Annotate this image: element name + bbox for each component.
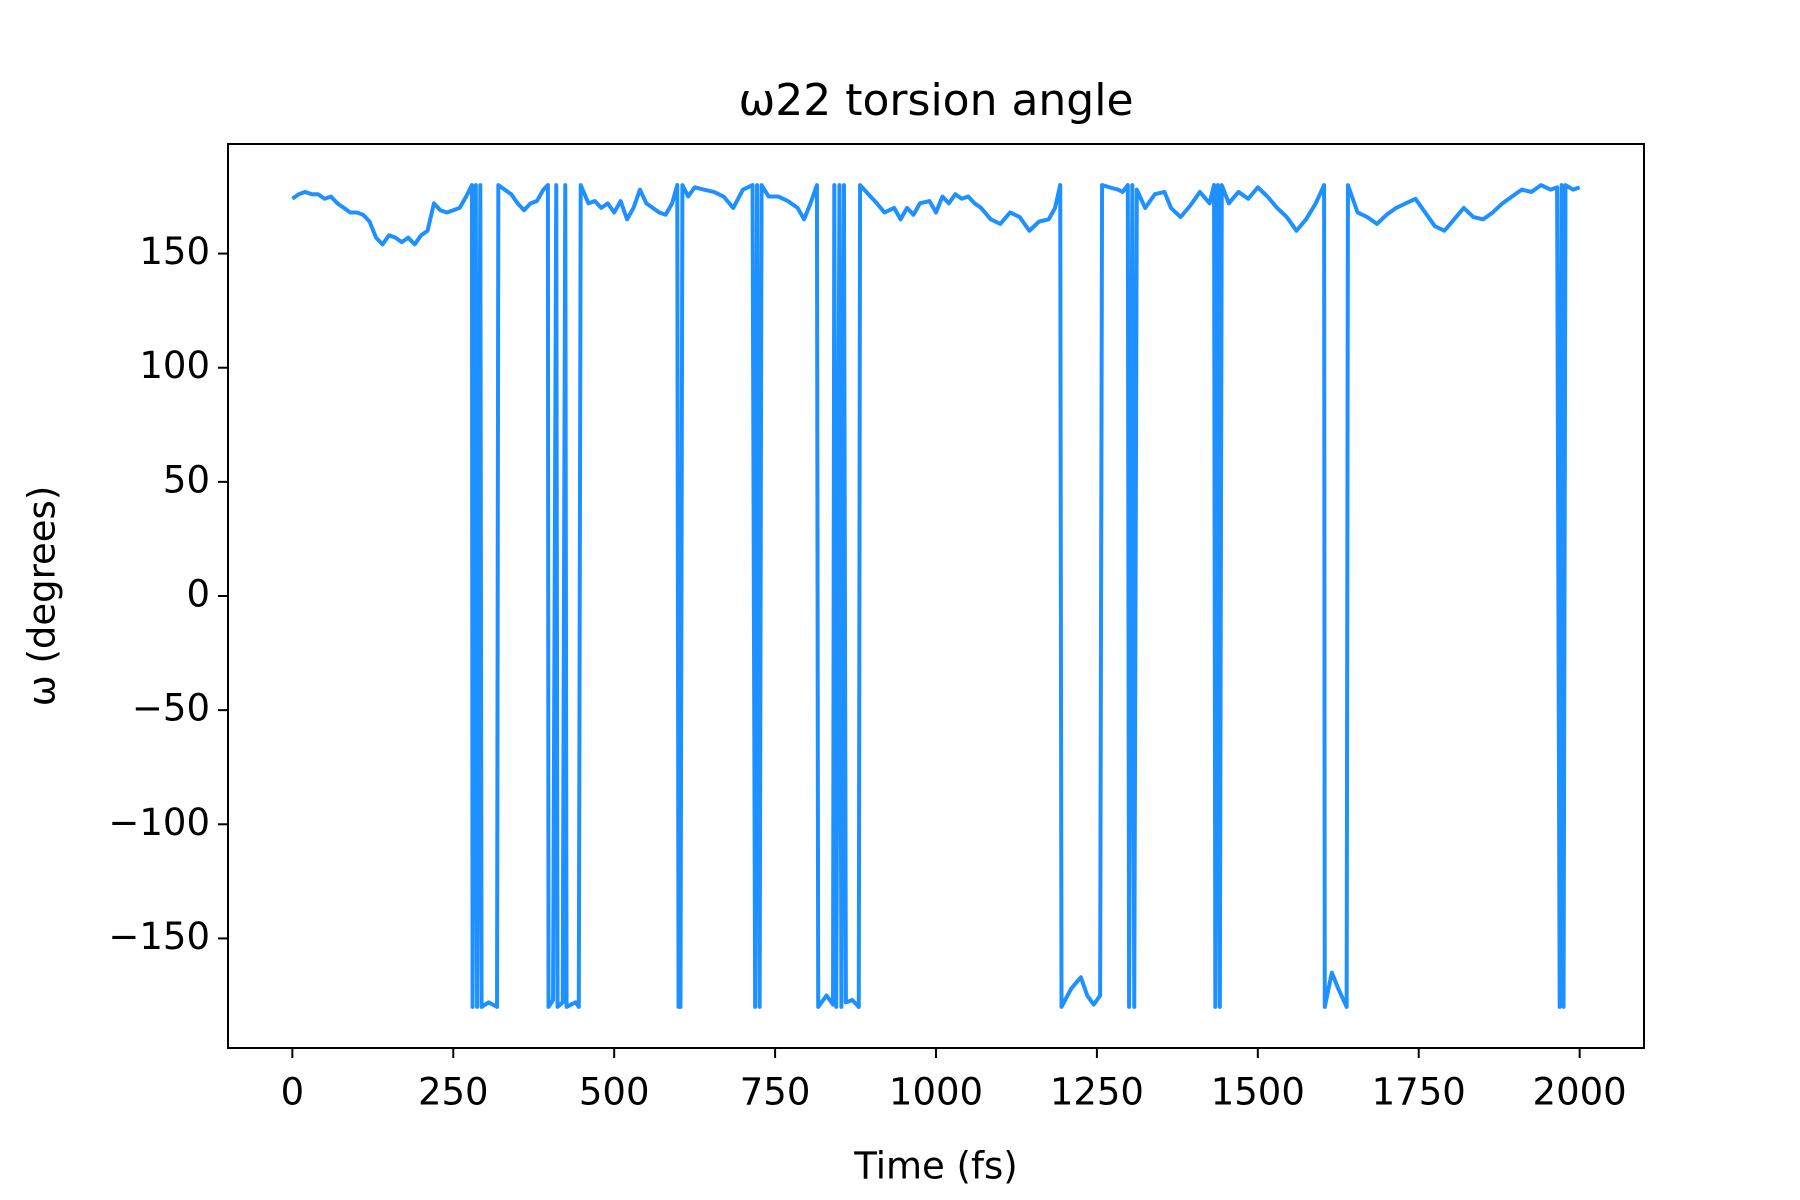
y-tick-label: 100 [139,344,210,387]
data-line [291,183,1581,1009]
y-tick-label: −50 [132,687,210,730]
y-tick-label: 0 [186,573,210,616]
plot-frame [227,143,1645,1049]
x-tick-label: 2000 [1533,1071,1627,1114]
y-tick-label: −100 [108,801,210,844]
x-tick-label: 1250 [1050,1071,1144,1114]
chart-title: ω22 torsion angle [738,75,1133,126]
x-tick-label: 750 [740,1071,811,1114]
y-tick-label: −150 [108,915,210,958]
x-tick-label: 1500 [1211,1071,1305,1114]
x-tick-label: 1000 [889,1071,983,1114]
x-tick-label: 250 [418,1071,489,1114]
x-axis-label: Time (fs) [853,1145,1017,1188]
y-axis-label: ω (degrees) [21,486,64,707]
y-tick-label: 50 [163,458,210,501]
x-tick-label: 500 [579,1071,650,1114]
x-tick-label: 0 [281,1071,305,1114]
x-tick-label: 1750 [1372,1071,1466,1114]
y-tick-label: 150 [139,230,210,273]
